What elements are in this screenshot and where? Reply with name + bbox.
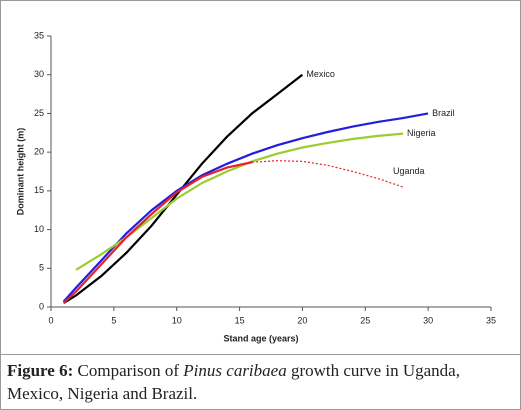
y-tick-label: 30 <box>34 69 44 79</box>
caption-label: Figure 6: <box>7 361 74 380</box>
series-line <box>63 73 304 305</box>
y-tick-label: 35 <box>34 30 44 40</box>
y-tick-label: 5 <box>39 263 44 273</box>
y-tick-label: 0 <box>39 301 44 311</box>
y-tick-label: 20 <box>34 147 44 157</box>
series-line <box>62 112 429 303</box>
x-tick-label: 0 <box>48 315 53 325</box>
x-axis-label: Stand age (years) <box>223 333 298 343</box>
series-line <box>252 160 404 188</box>
caption-species: Pinus caribaea <box>183 361 287 380</box>
caption-text: growth curve in Uganda, Mexico, Nigeria … <box>7 361 460 403</box>
caption: Figure 6: Comparison of Pinus caribaea g… <box>7 359 515 405</box>
legend-label: Mexico <box>306 69 335 79</box>
separator <box>1 354 520 355</box>
x-tick-label: 5 <box>111 315 116 325</box>
x-tick-label: 35 <box>486 315 496 325</box>
y-tick-label: 25 <box>34 108 44 118</box>
y-axis-label: Dominant height (m) <box>15 128 25 216</box>
legend-label: Nigeria <box>407 128 436 138</box>
series-line <box>75 132 404 271</box>
legend-label: Brazil <box>432 108 455 118</box>
legend-label: Uganda <box>393 166 425 176</box>
x-tick-label: 30 <box>423 315 433 325</box>
x-tick-label: 25 <box>360 315 370 325</box>
caption-text: Comparison of <box>73 361 184 380</box>
y-tick-label: 15 <box>34 185 44 195</box>
x-tick-label: 10 <box>172 315 182 325</box>
series-line <box>62 161 253 304</box>
y-tick-label: 10 <box>34 224 44 234</box>
x-tick-label: 20 <box>297 315 307 325</box>
x-tick-label: 15 <box>235 315 245 325</box>
chart: Stand age (years) Dominant height (m) 0 5 1… <box>15 30 496 343</box>
